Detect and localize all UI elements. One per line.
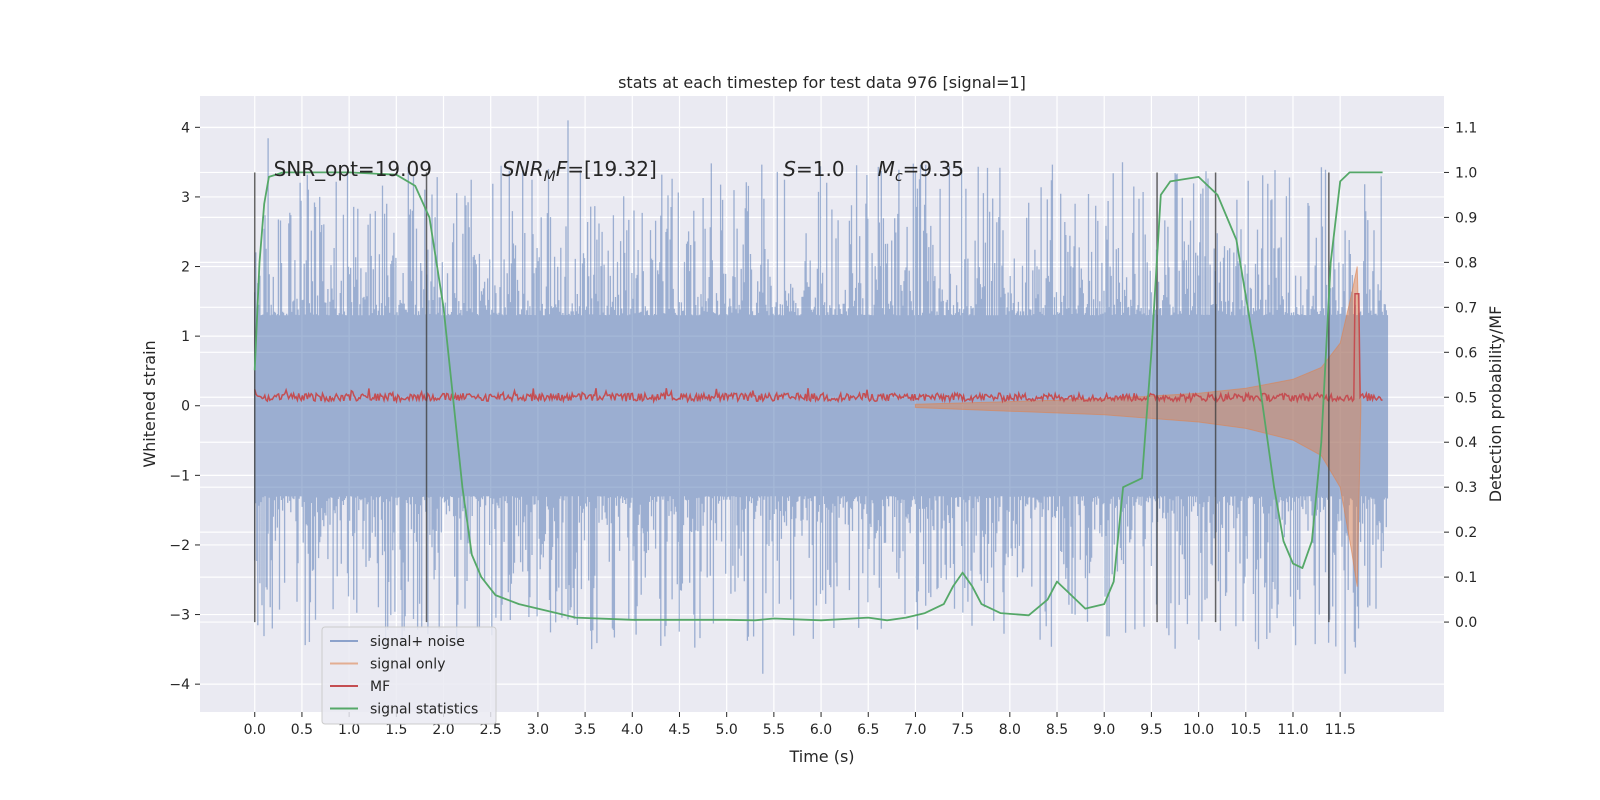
y2-tick-label: 0.4 (1455, 435, 1477, 451)
axis-ticks: 0.0 0.5 1.0 1.5 2.0 2.5 3.0 3.5 4.0 4.5 5.0 5.5 6.0 6… (169, 120, 1477, 738)
signal-only-trace (914, 266, 1362, 587)
x-tick-label: 6.0 (810, 722, 832, 738)
x-tick-label: 9.5 (1140, 722, 1162, 738)
signal-only-series (914, 266, 1362, 587)
y2-axis-label: Detection probability/MF (1486, 306, 1505, 503)
y2-tick-label: 0.5 (1455, 390, 1477, 406)
x-tick-label: 5.5 (763, 722, 785, 738)
legend-entry: signal only (370, 657, 445, 673)
y-tick-label: 4 (181, 120, 190, 136)
x-tick-label: 0.0 (244, 722, 266, 738)
annotation-text: SNR_opt=19.09 (274, 157, 432, 181)
y-tick-label: 1 (181, 329, 190, 345)
x-tick-label: 1.5 (385, 722, 407, 738)
y-tick-label: −2 (169, 538, 190, 554)
x-tick-label: 4.0 (621, 722, 643, 738)
y2-tick-label: 0.7 (1455, 300, 1477, 316)
annotation-text: Mc=9.35 (878, 157, 964, 185)
x-tick-label: 0.5 (291, 722, 313, 738)
y-tick-label: 2 (181, 260, 190, 276)
annotations: SNR_opt=19.09 SNRMF=[19.32] S=1.0 Mc=9.35 (274, 157, 964, 185)
y-tick-label: −3 (169, 608, 190, 624)
y2-tick-label: 0.9 (1455, 210, 1477, 226)
x-tick-label: 8.5 (1046, 722, 1068, 738)
x-tick-label: 10.0 (1183, 722, 1214, 738)
y2-tick-label: 0.2 (1455, 525, 1477, 541)
mf-trace (253, 293, 1383, 405)
annotation-text: S=1.0 (783, 157, 844, 181)
x-tick-label: 1.0 (338, 722, 360, 738)
y-tick-label: 3 (181, 190, 190, 206)
mf-series (253, 293, 1383, 405)
y-axis-label: Whitened strain (140, 340, 159, 467)
legend: signal+ noise signal only MF signal statist… (321, 626, 497, 725)
x-tick-label: 2.5 (480, 722, 502, 738)
x-tick-label: 7.0 (904, 722, 926, 738)
x-tick-label: 11.5 (1325, 722, 1356, 738)
y2-tick-label: 1.0 (1455, 165, 1477, 181)
x-tick-label: 4.5 (668, 722, 690, 738)
y2-tick-label: 0.1 (1455, 570, 1477, 586)
x-tick-label: 3.0 (527, 722, 549, 738)
x-tick-label: 8.0 (999, 722, 1021, 738)
y2-tick-label: 1.1 (1455, 120, 1477, 136)
x-tick-label: 9.0 (1093, 722, 1115, 738)
y-tick-label: 0 (181, 399, 190, 415)
x-axis-label: Time (s) (788, 747, 854, 766)
y2-tick-label: 0.6 (1455, 345, 1477, 361)
x-tick-label: 5.0 (716, 722, 738, 738)
x-tick-label: 11.0 (1277, 722, 1308, 738)
y-tick-label: −4 (169, 677, 190, 693)
x-tick-label: 3.5 (574, 722, 596, 738)
legend-entry: signal statistics (370, 702, 478, 718)
chart-title: stats at each timestep for test data 976… (618, 73, 1026, 92)
x-tick-label: 2.0 (432, 722, 454, 738)
x-tick-label: 7.5 (952, 722, 974, 738)
legend-entry: signal+ noise (370, 634, 465, 650)
y2-tick-label: 0.3 (1455, 480, 1477, 496)
signal-statistics-series (253, 171, 1383, 622)
legend-entry: MF (370, 679, 390, 695)
legend-box (321, 626, 497, 725)
x-tick-label: 10.5 (1230, 722, 1261, 738)
x-tick-label: 6.5 (857, 722, 879, 738)
y2-tick-label: 0.0 (1455, 615, 1477, 631)
y-tick-label: −1 (169, 468, 190, 484)
y2-tick-label: 0.8 (1455, 255, 1477, 271)
signal-statistics-trace (253, 171, 1383, 622)
annotation-text: SNRMF=[19.32] (502, 157, 657, 185)
